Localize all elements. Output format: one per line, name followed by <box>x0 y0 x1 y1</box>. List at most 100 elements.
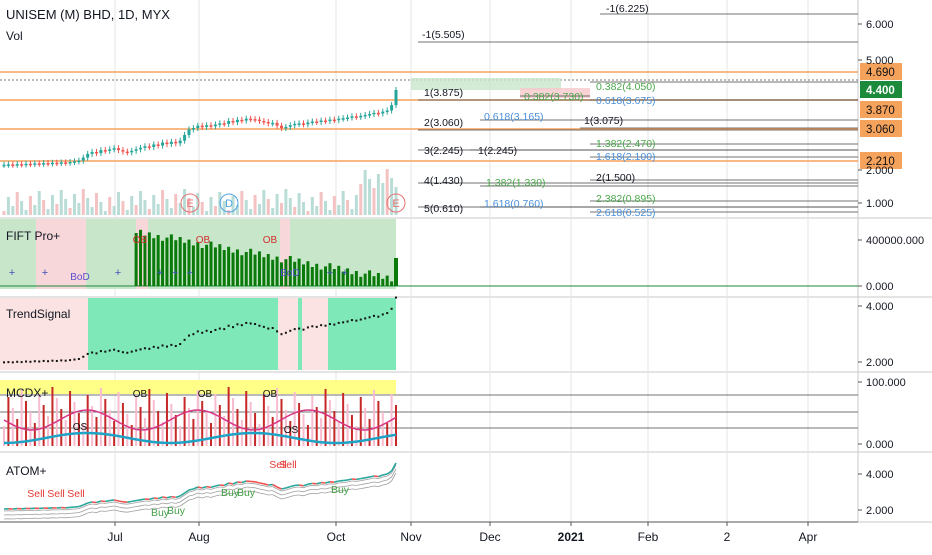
trend-dot <box>78 358 80 360</box>
atom-band-line <box>105 511 109 512</box>
fift-flow-bar <box>223 250 226 286</box>
fib-level-label: 1.382(1.330) <box>486 177 546 189</box>
candle-body <box>293 124 296 126</box>
candle-body <box>232 121 235 123</box>
candle-body <box>95 152 98 154</box>
atom-band-line <box>361 480 365 481</box>
mcdx-line-cyan <box>361 440 365 441</box>
mcdx-bar <box>360 397 362 446</box>
candle-body <box>395 90 398 105</box>
volume-bar <box>311 197 314 215</box>
mcdx-bar <box>100 388 102 446</box>
atom-price-line <box>264 484 268 485</box>
fift-flow-bar <box>227 247 230 286</box>
trend-dot <box>118 350 120 352</box>
trend-dot <box>65 360 67 362</box>
atom-price-line <box>207 487 211 488</box>
volume-bar <box>364 170 367 215</box>
volume-bar <box>86 198 89 215</box>
mcdx-line-cyan <box>66 434 70 435</box>
mcdx-line-cyan <box>110 435 114 436</box>
atom-price-line <box>167 497 171 498</box>
atom-band-line <box>211 496 215 497</box>
mcdx-line-magenta <box>365 429 369 430</box>
volume-bar <box>99 202 102 215</box>
volume-bar <box>108 197 111 215</box>
candle-body <box>298 123 301 125</box>
atom-band-line <box>163 499 167 500</box>
volume-bar <box>205 211 208 215</box>
atom-band-line <box>119 507 123 508</box>
atom-price-line <box>370 476 374 477</box>
atom-band-line <box>259 489 263 490</box>
mcdx-line-magenta <box>356 429 360 430</box>
fib-level-label: 2(1.500) <box>596 172 635 184</box>
candle-body <box>355 116 358 118</box>
atom-band-line <box>96 503 100 505</box>
candle-body <box>143 146 146 148</box>
atom-price-line <box>304 484 308 486</box>
atom-band-line <box>132 503 136 504</box>
atom-price-line <box>110 500 114 501</box>
mcdx-bar <box>95 417 97 446</box>
trend-dot <box>316 326 318 328</box>
candle-body <box>342 118 345 120</box>
mcdx-line-cyan <box>387 435 391 436</box>
atom-band-line <box>79 511 83 513</box>
atom-price-line <box>365 477 369 478</box>
atom-band-line <box>356 485 360 486</box>
volume-bar <box>245 200 248 215</box>
volume-bar <box>165 199 168 215</box>
fift-flow-bar <box>302 264 305 286</box>
atom-band-line <box>149 504 153 505</box>
candle-body <box>148 146 151 148</box>
atom-band-line <box>281 494 285 495</box>
candle-body <box>337 119 340 121</box>
mcdx-line-cyan <box>136 439 140 440</box>
atom-price-line <box>383 474 387 475</box>
mcdx-bar <box>184 397 186 446</box>
trend-dot <box>206 330 208 332</box>
volume-bar <box>333 196 336 215</box>
trend-dot <box>109 350 111 352</box>
volume-bar <box>95 193 98 215</box>
atom-band-line <box>119 503 123 504</box>
candle-body <box>346 118 349 120</box>
atom-band-line <box>326 488 330 489</box>
fift-flow-bar <box>390 281 393 286</box>
trend-dot <box>250 322 252 324</box>
mcdx-line-cyan <box>30 440 34 441</box>
atom-band-line <box>149 500 153 501</box>
trend-dot <box>148 348 150 350</box>
atom-band-line <box>92 508 96 509</box>
trend-dot <box>197 330 199 332</box>
atom-pane-title: ATOM+ <box>6 464 47 478</box>
atom-band-line <box>171 499 175 500</box>
atom-price-line <box>79 505 83 507</box>
sell-signal: Sell <box>47 488 65 500</box>
trend-tick-label: 2.000 <box>866 357 894 369</box>
trend-dot <box>179 343 181 345</box>
plus-marker: + <box>342 267 348 279</box>
atom-price-line <box>158 497 162 499</box>
fift-flow-bar <box>355 271 358 286</box>
atom-band-line <box>176 498 180 499</box>
fift-flow-bar <box>236 249 239 286</box>
bod-marker: BoD <box>280 268 299 279</box>
mcdx-line-cyan <box>39 438 43 439</box>
fift-flow-bar <box>218 244 221 286</box>
mcdx-line-cyan <box>378 437 382 438</box>
volume-bar <box>298 193 301 215</box>
candle-body <box>359 116 362 118</box>
trend-dot <box>236 323 238 325</box>
trend-dot <box>241 324 243 326</box>
trend-dot <box>333 324 335 326</box>
candle-body <box>126 152 129 154</box>
atom-band-line <box>304 494 308 496</box>
candle-body <box>245 119 248 121</box>
atom-band-line <box>202 493 206 494</box>
time-tick-label: Jul <box>107 530 122 544</box>
fift-flow-bar <box>179 237 182 286</box>
trend-dot <box>307 326 309 328</box>
atom-price-line <box>141 499 145 500</box>
